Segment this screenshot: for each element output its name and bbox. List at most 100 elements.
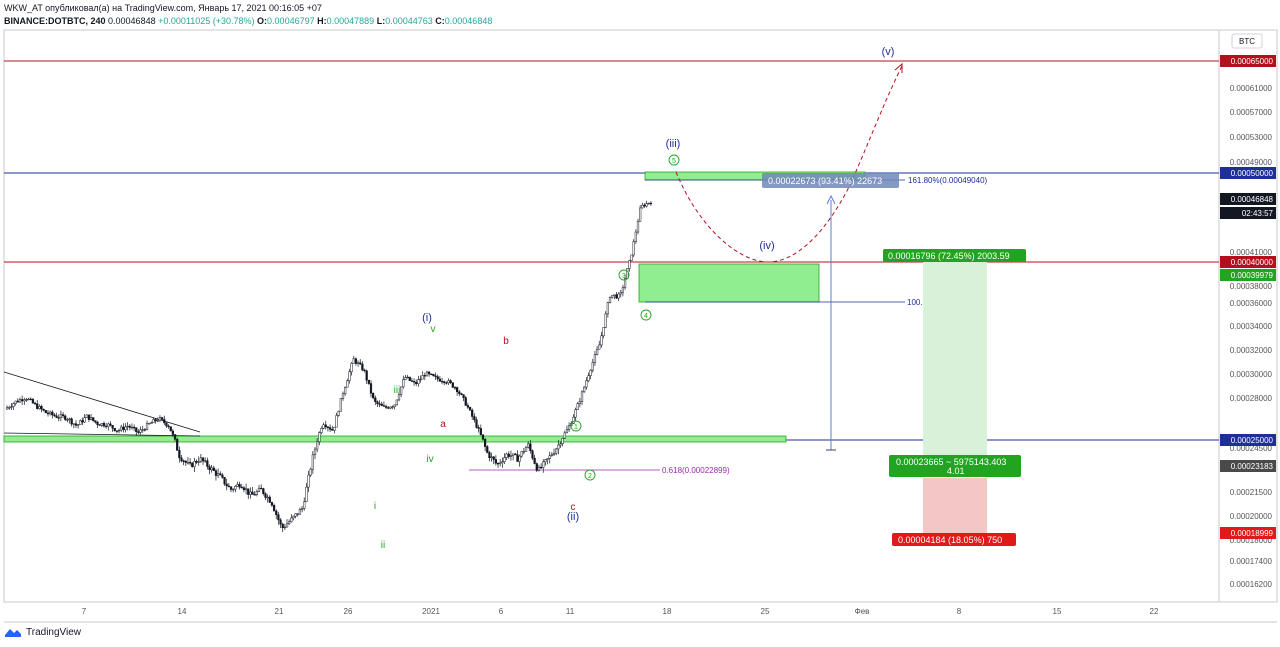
price-axis-ticks: 0.00061000 0.00057000 0.00053000 0.00049000… xyxy=(1230,84,1273,589)
candle-body xyxy=(410,380,414,382)
wave-label-iv-major: (iv) xyxy=(759,240,774,252)
plot-area[interactable] xyxy=(3,29,1220,603)
symbol-name[interactable]: BINANCE:DOTBTC, 240 xyxy=(4,16,106,26)
brand-name: TradingView xyxy=(26,626,82,638)
candle-body xyxy=(602,327,605,337)
wave-label-iii-minor: iii xyxy=(394,385,401,396)
candle-body xyxy=(428,371,431,375)
candle-body xyxy=(555,448,558,454)
candle-body xyxy=(378,403,381,405)
candle-body xyxy=(344,387,347,395)
candle-body xyxy=(156,420,159,422)
y-tick-label: 0.00016200 xyxy=(1230,580,1273,589)
candle-body xyxy=(188,462,192,464)
candle-body xyxy=(10,406,13,408)
wave-iv-zone[interactable] xyxy=(638,263,820,303)
candle-body xyxy=(120,426,123,431)
candle-body xyxy=(382,405,386,407)
target-label: 0.00016796 (72.45%) 2003.59 xyxy=(888,251,1010,261)
x-tick-label: 25 xyxy=(761,607,770,616)
x-tick-label: 7 xyxy=(82,607,87,616)
candle-body xyxy=(372,393,375,399)
candle-body xyxy=(316,441,319,450)
time-axis-ticks: 7 14 21 26 2021 6 11 18 25 Фев 8 15 22 xyxy=(82,607,1159,616)
wedge-upper-line[interactable] xyxy=(3,371,201,433)
candle-body xyxy=(208,466,211,471)
y-tick-label: 0.00020000 xyxy=(1230,512,1273,521)
candle-body xyxy=(214,470,218,476)
y-tick-label: 0.00049000 xyxy=(1230,158,1273,167)
x-tick-label: 18 xyxy=(663,607,672,616)
candle-body xyxy=(8,407,11,409)
position-profit-area[interactable] xyxy=(923,262,987,462)
stop-label-box[interactable] xyxy=(892,533,1016,546)
measure-label-box[interactable] xyxy=(762,173,899,188)
candle-body xyxy=(161,417,164,420)
candle-body xyxy=(309,468,312,476)
candle-body xyxy=(251,491,254,495)
candle-body xyxy=(623,278,627,288)
candle-body xyxy=(49,411,52,415)
candle-body xyxy=(488,452,491,458)
candle-body xyxy=(404,377,407,380)
support-zone[interactable] xyxy=(3,435,787,443)
position-loss-area[interactable] xyxy=(923,478,987,536)
candle-body xyxy=(516,454,519,462)
candle-body xyxy=(578,401,581,404)
price-tag-label: 0.00040000 xyxy=(1231,258,1274,267)
candle-body xyxy=(40,406,43,410)
candle-body xyxy=(548,455,551,459)
price-tag-label: 0.00018999 xyxy=(1231,529,1274,538)
candle-body xyxy=(253,494,256,496)
y-tick-label: 0.00061000 xyxy=(1230,84,1273,93)
price-tag-box xyxy=(1220,434,1276,446)
footer-brand[interactable]: TradingView xyxy=(4,626,81,638)
candle-body xyxy=(270,502,274,506)
wedge-lower-line[interactable] xyxy=(3,432,201,437)
measure-label: 0.00022673 (93.41%) 22673 xyxy=(768,176,882,186)
price-tag-label: 0.00065000 xyxy=(1231,57,1274,66)
candle-body xyxy=(191,462,194,468)
price-tag-label: 0.00025000 xyxy=(1231,436,1274,445)
candle-body xyxy=(471,409,474,417)
currency-box[interactable] xyxy=(1231,33,1263,49)
x-tick-label: 22 xyxy=(1150,607,1159,616)
candle-body xyxy=(117,429,121,432)
candle-body xyxy=(113,427,116,432)
projection-path[interactable] xyxy=(675,65,903,263)
candle-body xyxy=(83,417,86,423)
candle-body xyxy=(550,454,553,456)
candle-body xyxy=(163,419,166,424)
candle-body xyxy=(449,380,452,384)
candle-body xyxy=(328,427,332,430)
candle-body xyxy=(303,501,306,509)
candle-body xyxy=(490,456,493,458)
candle-body xyxy=(238,484,241,488)
candle-body xyxy=(277,514,280,521)
x-tick-label: 21 xyxy=(275,607,284,616)
candle-body xyxy=(434,375,437,377)
price-tags: 0.00065000 0.00050000 0.00046848 02:43:57 0.… xyxy=(1220,55,1276,539)
candle-body xyxy=(96,421,99,425)
candle-body xyxy=(18,399,22,403)
candle-body xyxy=(247,488,250,495)
wave-label-ii-minor: ii xyxy=(381,540,385,551)
candle-body xyxy=(346,380,349,388)
entry-label-box[interactable] xyxy=(889,455,1021,477)
candle-body xyxy=(641,204,644,209)
candle-body xyxy=(206,460,209,467)
candle-body xyxy=(242,487,246,491)
target-label-box[interactable] xyxy=(883,249,1026,262)
candle-body xyxy=(111,425,114,429)
price-axis[interactable] xyxy=(1218,29,1278,603)
candle-body xyxy=(520,451,523,457)
candle-body xyxy=(352,358,355,364)
candle-body xyxy=(223,477,226,485)
price-tag-label: 0.00046848 xyxy=(1231,195,1274,204)
wave-label-iv-minor: iv xyxy=(426,454,433,465)
candle-body xyxy=(451,382,454,388)
candle-body xyxy=(632,241,635,256)
candle-body xyxy=(70,418,73,425)
x-tick-label: 8 xyxy=(957,607,962,616)
